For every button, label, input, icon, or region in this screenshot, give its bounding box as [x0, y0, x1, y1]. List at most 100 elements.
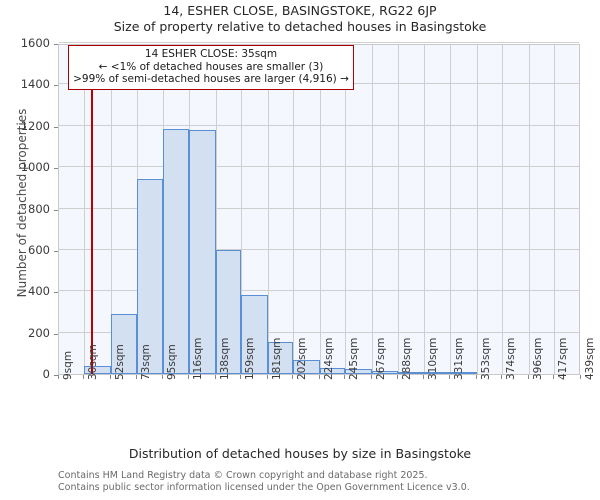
y-tick-mark: [54, 250, 58, 252]
y-tick-label: 1000: [20, 160, 50, 175]
y-tick-label: 200: [28, 325, 50, 340]
y-tick-label: 600: [28, 242, 50, 257]
histogram-bar: [215, 249, 242, 374]
chart-title-address: 14, ESHER CLOSE, BASINGSTOKE, RG22 6JP: [163, 3, 437, 18]
histogram-bar: [372, 370, 398, 374]
y-axis-title: Number of detached properties: [15, 108, 29, 298]
gridline-vertical: [215, 45, 217, 374]
x-tick-mark: [371, 375, 373, 379]
gridline-horizontal: [59, 248, 579, 250]
gridline-vertical: [111, 45, 113, 374]
histogram-bar: [163, 128, 189, 374]
x-tick-label: 73sqm: [139, 344, 152, 380]
histogram-bar: [320, 367, 346, 374]
y-tick-mark: [54, 44, 58, 45]
gridline-horizontal: [59, 166, 579, 168]
x-tick-mark: [214, 375, 216, 379]
x-tick-label: 224sqm: [323, 337, 335, 380]
x-tick-label: 116sqm: [191, 337, 204, 380]
annotation-title: 14 ESHER CLOSE: 35sqm: [144, 48, 278, 60]
y-tick-label: 1600: [20, 36, 50, 50]
x-tick-label: 288sqm: [400, 337, 413, 380]
x-tick-label: 331sqm: [452, 337, 465, 380]
y-tick-mark: [54, 375, 58, 376]
histogram-bar: [449, 372, 477, 374]
y-tick-label: 1400: [20, 77, 50, 92]
x-tick-label: 245sqm: [348, 337, 361, 380]
x-tick-label: 353sqm: [479, 337, 492, 380]
x-tick-mark: [501, 375, 503, 379]
gridline-vertical: [267, 45, 269, 374]
plot-area: [58, 42, 580, 375]
gridline-vertical: [424, 45, 426, 374]
x-tick-label: 374sqm: [505, 337, 518, 380]
x-tick-mark: [266, 375, 268, 379]
gridline-vertical: [345, 45, 347, 374]
histogram-bars: [59, 45, 579, 374]
y-tick-label: 400: [28, 284, 50, 299]
gridline-vertical: [449, 45, 451, 374]
x-tick-label: 202sqm: [296, 337, 309, 380]
histogram-bar: [397, 372, 425, 374]
x-tick-mark: [319, 375, 320, 379]
footer-line-1: Contains HM Land Registry data © Crown c…: [58, 470, 428, 481]
gridline-vertical: [293, 45, 295, 374]
x-tick-mark: [162, 375, 164, 379]
x-tick-mark: [110, 375, 112, 379]
y-tick-mark: [54, 209, 58, 211]
x-tick-mark: [187, 375, 189, 379]
x-tick-label: 181sqm: [270, 337, 283, 380]
histogram-bar: [424, 372, 450, 374]
gridline-horizontal: [59, 124, 579, 126]
annotation-smaller: ← <1% of detached houses are smaller (3): [98, 60, 324, 73]
x-tick-label: 138sqm: [218, 337, 231, 380]
x-tick-label: 417sqm: [557, 337, 570, 380]
x-tick-label: 267sqm: [375, 337, 388, 380]
x-tick-label: 9sqm: [62, 350, 74, 380]
x-tick-label: 159sqm: [244, 337, 257, 380]
x-tick-mark: [135, 375, 137, 379]
x-tick-mark: [344, 375, 346, 379]
histogram-bar: [84, 365, 112, 374]
gridline-horizontal: [59, 290, 579, 292]
x-tick-mark: [240, 375, 242, 379]
x-tick-mark: [448, 375, 450, 379]
footer-line-2: Contains public sector information licen…: [58, 481, 470, 493]
x-tick-label: 439sqm: [584, 337, 596, 380]
x-tick-label: 30sqm: [87, 344, 100, 380]
gridline-vertical: [476, 45, 478, 374]
y-tick-mark: [54, 168, 58, 170]
gridline-vertical: [241, 45, 243, 374]
annotation-box: 14 ESHER CLOSE: 35sqm ← <1% of detached …: [68, 45, 354, 90]
footer-attribution: Contains HM Land Registry data © Crown c…: [58, 470, 578, 493]
x-tick-mark: [527, 375, 529, 379]
x-tick-label: 52sqm: [114, 344, 127, 380]
y-tick-mark: [54, 85, 58, 87]
gridline-vertical: [528, 45, 530, 374]
y-tick-label: 0: [42, 367, 50, 381]
y-tick-label: 800: [28, 201, 50, 216]
y-tick-mark: [54, 333, 58, 335]
gridline-vertical: [554, 45, 556, 374]
histogram-bar: [136, 178, 164, 374]
x-tick-mark: [58, 375, 59, 379]
property-marker-line: [90, 45, 93, 374]
y-tick-mark: [54, 126, 58, 128]
gridline-vertical: [372, 45, 374, 374]
x-tick-mark: [292, 375, 294, 379]
x-tick-mark: [475, 375, 477, 379]
annotation-larger: >99% of semi-detached houses are larger …: [73, 73, 349, 85]
gridline-vertical: [320, 45, 321, 374]
gridline-horizontal: [59, 42, 579, 43]
x-tick-label: 95sqm: [166, 344, 179, 380]
x-tick-mark: [580, 375, 581, 379]
histogram-bar: [345, 369, 373, 374]
histogram-bar: [293, 359, 320, 374]
histogram-bar: [111, 314, 137, 374]
x-tick-mark: [396, 375, 398, 379]
gridline-horizontal: [59, 331, 579, 333]
chart-title-subtitle: Size of property relative to detached ho…: [113, 19, 487, 34]
gridline-vertical: [502, 45, 504, 374]
y-tick-mark: [54, 292, 58, 294]
